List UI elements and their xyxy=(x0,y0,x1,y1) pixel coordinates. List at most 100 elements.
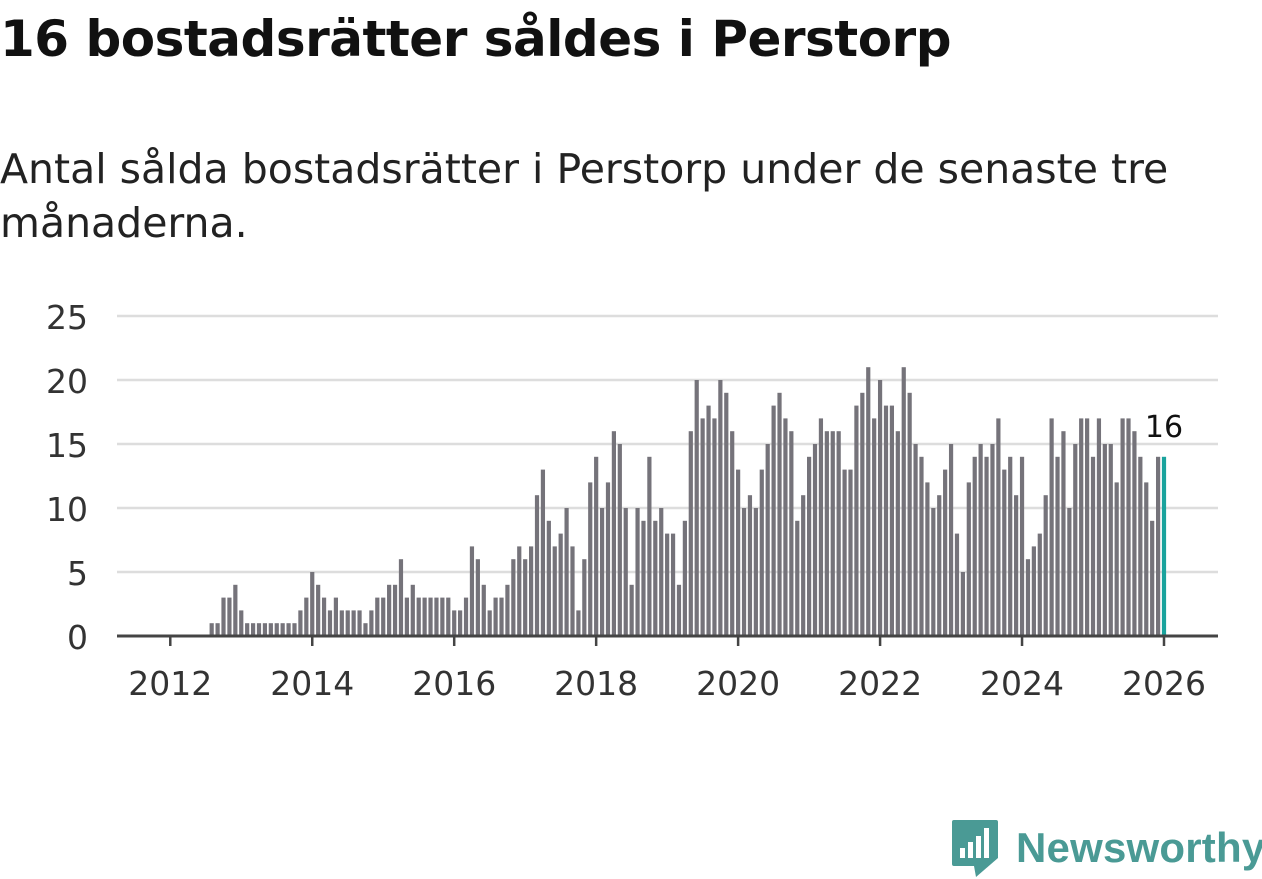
bar xyxy=(268,623,273,636)
bar xyxy=(351,610,356,636)
bar xyxy=(357,610,362,636)
bar xyxy=(848,469,853,636)
bar xyxy=(564,508,569,636)
y-tick-label: 0 xyxy=(67,618,88,657)
bar xyxy=(523,559,528,636)
y-tick-label: 10 xyxy=(46,490,88,529)
bar xyxy=(481,584,486,636)
y-tick-label: 15 xyxy=(46,426,88,465)
bar xyxy=(830,431,835,636)
bar xyxy=(493,597,498,636)
bar xyxy=(925,482,930,636)
bar xyxy=(866,367,871,636)
bar xyxy=(594,456,599,636)
bar xyxy=(1037,533,1042,636)
bar xyxy=(990,444,995,636)
bar xyxy=(943,469,948,636)
bar xyxy=(599,508,605,636)
bar xyxy=(392,584,398,636)
newsworthy-logo-icon xyxy=(952,820,998,877)
bar xyxy=(931,508,936,636)
bar xyxy=(1150,520,1155,636)
bar xyxy=(919,456,924,636)
bar xyxy=(647,456,652,636)
bar xyxy=(1073,444,1078,636)
bar xyxy=(499,597,504,636)
y-tick-label: 20 xyxy=(46,362,88,401)
bar xyxy=(948,444,954,636)
bar xyxy=(954,533,960,636)
x-tick-label: 2026 xyxy=(1122,664,1206,703)
bar xyxy=(1079,418,1084,636)
highlight-value-label: 16 xyxy=(1145,410,1183,445)
bar xyxy=(1002,469,1007,636)
bar xyxy=(529,546,534,636)
bar xyxy=(1043,495,1048,636)
bar xyxy=(422,597,427,636)
bar xyxy=(458,610,463,636)
bars xyxy=(209,367,1167,636)
bar xyxy=(842,469,847,636)
bar xyxy=(428,597,433,636)
x-tick-label: 2014 xyxy=(270,664,354,703)
bar xyxy=(1019,456,1025,636)
bar xyxy=(1025,559,1031,636)
bar xyxy=(860,392,865,636)
bar xyxy=(1114,482,1119,636)
bar xyxy=(978,444,983,636)
bar xyxy=(741,508,747,636)
bar xyxy=(1090,456,1096,636)
bar xyxy=(937,495,942,636)
bar xyxy=(1096,418,1102,636)
bar xyxy=(434,597,439,636)
bar xyxy=(1108,444,1113,636)
bar xyxy=(469,546,475,636)
bar xyxy=(789,431,794,636)
bar xyxy=(546,520,551,636)
bar xyxy=(292,623,297,636)
bar xyxy=(960,572,965,636)
bar xyxy=(387,584,392,636)
bar xyxy=(605,482,611,636)
bar xyxy=(262,623,268,636)
bar xyxy=(706,405,711,636)
bar xyxy=(724,392,729,636)
newsworthy-logo: Newsworthy xyxy=(950,818,1262,878)
bar xyxy=(795,520,800,636)
bar xyxy=(712,418,717,636)
bar xyxy=(718,380,723,636)
bar xyxy=(221,597,226,636)
bar xyxy=(280,623,285,636)
bar xyxy=(245,623,250,636)
bar xyxy=(452,610,457,636)
bar xyxy=(588,482,593,636)
bar xyxy=(339,610,344,636)
bar xyxy=(747,495,753,636)
bar xyxy=(404,597,409,636)
bar xyxy=(753,508,758,636)
x-axis-ticks: 2012 2014 2016 2018 2020 2022 2024 2026 xyxy=(128,636,1206,703)
bar xyxy=(688,431,693,636)
bar xyxy=(665,533,670,636)
bar xyxy=(416,597,421,636)
bar xyxy=(883,405,889,636)
bar xyxy=(209,623,214,636)
bar xyxy=(877,380,883,636)
bar xyxy=(517,546,522,636)
x-tick-label: 2012 xyxy=(128,664,212,703)
bar xyxy=(1067,508,1072,636)
bar xyxy=(381,597,386,636)
bar xyxy=(700,418,705,636)
bar xyxy=(534,495,540,636)
bar xyxy=(511,559,516,636)
bar xyxy=(463,597,469,636)
bar xyxy=(913,444,918,636)
bar xyxy=(730,431,735,636)
bar xyxy=(552,546,557,636)
bar xyxy=(215,623,220,636)
bar xyxy=(1132,431,1137,636)
bar xyxy=(694,380,699,636)
bar xyxy=(972,456,977,636)
bar xyxy=(629,584,634,636)
bar xyxy=(1061,431,1066,636)
